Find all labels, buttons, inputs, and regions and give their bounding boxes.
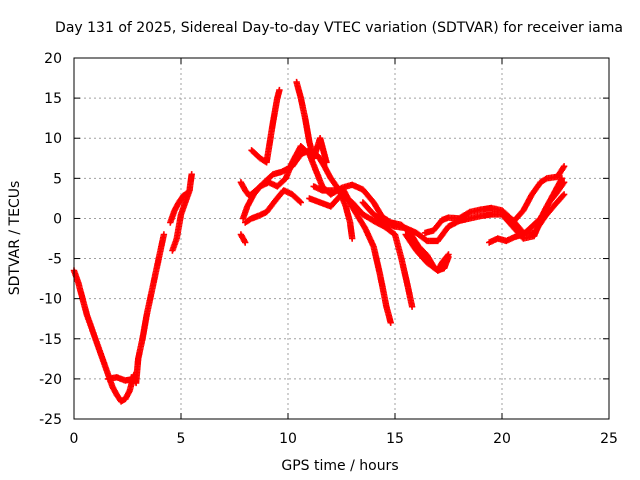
data-point-p (560, 180, 567, 187)
data-point-e (242, 239, 249, 246)
y-tick-label: 5 (53, 171, 62, 187)
data-point-i (276, 86, 283, 94)
data-point-h (296, 198, 303, 205)
y-axis-label: SDTVAR / TECUs (7, 181, 23, 296)
data-point-n (445, 253, 452, 261)
data-point-o (559, 192, 567, 199)
data-point-q (560, 163, 568, 170)
x-axis-label: GPS time / hours (281, 458, 398, 474)
x-tick-label: 25 (600, 431, 618, 447)
x-tick-label: 5 (177, 431, 186, 447)
chart-title: Day 131 of 2025, Sidereal Day-to-day VTE… (55, 20, 623, 36)
data-point-p (560, 179, 568, 186)
y-tick-label: 0 (53, 211, 62, 227)
data-point-o (560, 191, 568, 198)
data-point-j (323, 159, 330, 166)
y-tick-label: 10 (44, 131, 62, 147)
data-point-a (160, 231, 168, 238)
axis-ticks: 0 5 10 15 20 25 20 15 10 5 0 -5 -10 -15 -20 -25 (39, 51, 618, 447)
x-tick-label: 0 (70, 431, 79, 447)
y-tick-label: 20 (44, 51, 62, 67)
x-tick-label: 20 (493, 431, 511, 447)
y-tick-label: -25 (39, 412, 62, 428)
data-point-k (387, 319, 394, 326)
y-tick-label: -15 (39, 332, 62, 348)
data-point-c (188, 171, 195, 178)
data-point-h (297, 199, 304, 206)
x-tick-label: 15 (386, 431, 404, 447)
data-point-f (349, 235, 356, 242)
y-tick-label: -10 (39, 292, 62, 308)
x-tick-label: 10 (279, 431, 297, 447)
data-point-b (130, 375, 138, 383)
data-point-m (558, 175, 566, 182)
data-points (70, 78, 568, 405)
y-tick-label: -5 (48, 252, 62, 268)
data-point-d (184, 189, 191, 196)
y-tick-label: -20 (39, 372, 62, 388)
grid-lines (74, 58, 609, 419)
plot-frame (73, 57, 610, 420)
y-tick-label: 15 (44, 91, 62, 107)
data-point-l (408, 303, 416, 310)
